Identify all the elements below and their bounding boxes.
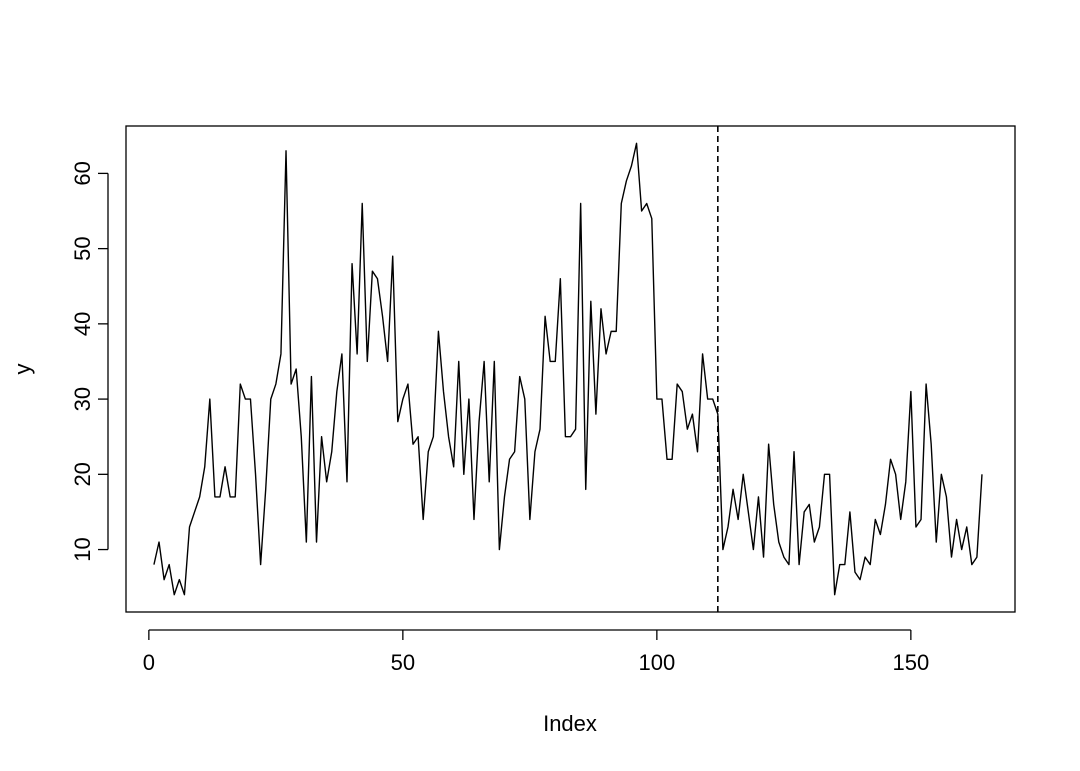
x-axis-title: Index [543,711,597,736]
y-tick-label: 50 [70,236,95,260]
plot-frame [125,125,1016,613]
y-axis-title: y [10,364,35,375]
x-tick-label: 100 [639,650,676,675]
series-line [153,142,983,596]
y-tick-label: 60 [70,161,95,185]
x-tick-label: 50 [391,650,415,675]
x-tick-label: 150 [893,650,930,675]
y-tick-label: 40 [70,312,95,336]
y-tick-label: 20 [70,462,95,486]
y-tick-label: 30 [70,387,95,411]
x-axis: 0 50 100 150 [143,629,930,675]
x-tick-label: 0 [143,650,155,675]
y-axis: 10 20 30 40 50 60 [70,161,109,562]
y-tick-label: 10 [70,537,95,561]
